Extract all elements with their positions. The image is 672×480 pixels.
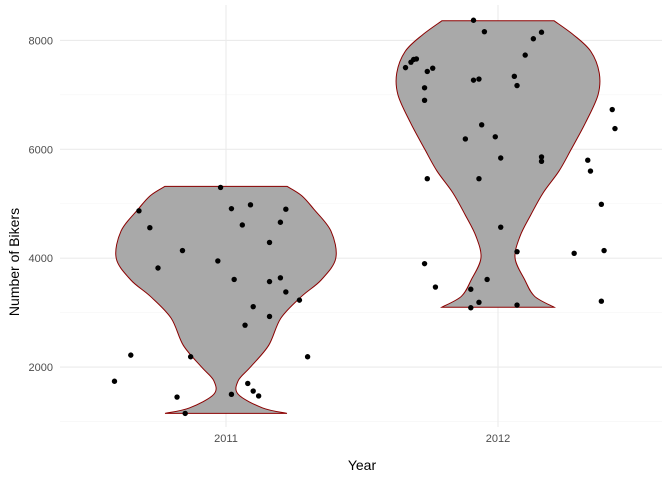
data-point <box>421 260 428 267</box>
data-point <box>585 157 591 163</box>
data-point <box>432 284 439 290</box>
data-point <box>266 239 273 246</box>
y-tick-label: 2000 <box>29 362 53 374</box>
data-point <box>538 154 545 160</box>
violin-2011 <box>115 185 337 414</box>
data-point <box>421 97 428 103</box>
x-axis-ticks: 2011 2012 <box>214 433 510 445</box>
data-point <box>470 17 477 23</box>
data-point <box>462 136 469 142</box>
y-axis-ticks: 2000 4000 6000 8000 <box>29 35 53 374</box>
data-point <box>250 388 256 394</box>
data-point <box>283 289 289 295</box>
data-point <box>296 297 303 303</box>
data-point <box>598 201 605 207</box>
data-point <box>147 225 153 231</box>
data-point <box>187 354 194 360</box>
data-point <box>609 106 615 113</box>
data-point <box>179 247 186 254</box>
data-point <box>476 176 482 182</box>
data-point <box>247 202 254 208</box>
data-point <box>128 352 134 358</box>
violin-2012 <box>395 20 601 308</box>
data-point <box>601 247 607 254</box>
data-point <box>228 205 235 212</box>
data-point <box>421 85 428 91</box>
data-point <box>468 305 474 311</box>
data-point <box>538 29 545 35</box>
data-point <box>111 378 118 384</box>
data-point <box>470 77 477 83</box>
data-point <box>538 158 545 164</box>
data-point <box>587 168 594 174</box>
data-point <box>492 134 498 140</box>
data-point <box>266 313 273 320</box>
data-point <box>155 265 161 271</box>
data-point <box>217 184 224 191</box>
data-point <box>530 36 537 42</box>
data-point <box>136 208 142 214</box>
data-point <box>413 56 420 62</box>
data-point <box>402 64 409 71</box>
data-point <box>215 258 221 264</box>
data-point <box>522 52 528 58</box>
data-point <box>277 219 284 225</box>
data-point <box>598 298 605 304</box>
data-point <box>484 276 490 283</box>
data-point <box>242 322 248 328</box>
data-point <box>571 250 577 256</box>
data-point <box>250 303 256 310</box>
data-point <box>612 125 618 132</box>
data-point <box>239 222 246 228</box>
data-point <box>231 276 237 283</box>
data-point <box>481 28 488 35</box>
data-point <box>430 65 436 71</box>
data-point <box>424 68 430 75</box>
data-point <box>478 122 485 128</box>
data-point <box>255 393 262 399</box>
y-axis-title: Number of Bikers <box>6 208 22 316</box>
data-point <box>514 82 520 89</box>
data-point <box>511 73 518 80</box>
y-tick-label: 4000 <box>29 253 53 265</box>
y-tick-label: 8000 <box>29 35 53 47</box>
data-point <box>174 394 180 400</box>
x-tick-label: 2012 <box>486 433 510 445</box>
data-points <box>111 17 618 417</box>
data-point <box>498 155 504 161</box>
data-point <box>498 224 504 230</box>
data-point <box>266 278 273 285</box>
data-point <box>277 275 284 281</box>
data-point <box>476 299 482 306</box>
data-point <box>514 248 520 255</box>
data-point <box>304 354 311 360</box>
x-tick-label: 2011 <box>214 433 238 445</box>
data-point <box>283 206 289 212</box>
data-point <box>514 302 520 308</box>
data-point <box>424 176 430 182</box>
data-point <box>182 410 188 417</box>
data-point <box>468 286 474 292</box>
data-point <box>476 76 482 82</box>
y-tick-label: 6000 <box>29 144 53 156</box>
violins <box>115 20 601 414</box>
data-point <box>245 380 251 387</box>
data-point <box>228 391 235 398</box>
x-axis-title: Year <box>348 457 377 473</box>
